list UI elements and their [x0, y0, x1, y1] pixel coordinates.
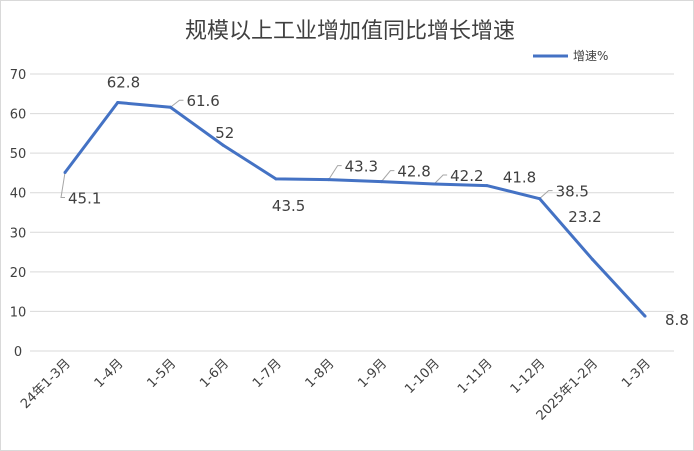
y-tick-label: 50	[10, 147, 27, 162]
data-point	[168, 105, 172, 109]
data-point	[221, 143, 225, 147]
data-point	[63, 171, 67, 175]
data-label: 23.2	[568, 208, 601, 226]
data-label: 42.2	[450, 167, 483, 185]
data-point	[116, 100, 120, 104]
x-tick-label: 1-5月	[144, 356, 179, 391]
x-tick-label: 1-8月	[303, 356, 338, 391]
data-label: 43.3	[345, 158, 378, 176]
label-leader-line	[328, 165, 342, 180]
chart-title: 规模以上工业增加值同比增长增速	[185, 19, 515, 44]
label-leader-line	[380, 170, 395, 182]
label-leader-line	[539, 190, 553, 200]
y-tick-label: 0	[14, 345, 22, 360]
data-point	[485, 184, 489, 188]
data-point	[432, 182, 436, 186]
data-point	[379, 180, 383, 184]
label-leader-line	[170, 99, 184, 108]
x-tick-label: 1-10月	[402, 356, 443, 397]
data-point	[327, 178, 331, 182]
data-label: 41.8	[503, 169, 536, 187]
label-leader-line	[433, 174, 448, 185]
x-tick-label: 24年1-3月	[18, 356, 74, 412]
x-tick-label: 1-3月	[619, 356, 654, 391]
x-tick-label: 1-11月	[455, 356, 496, 397]
data-point	[590, 257, 594, 261]
data-point	[643, 314, 647, 318]
data-label: 42.8	[397, 163, 430, 181]
x-tick-label: 1-9月	[355, 356, 390, 391]
data-label: 43.5	[272, 197, 305, 215]
label-leader-line	[60, 172, 66, 199]
y-tick-label: 60	[10, 108, 27, 123]
data-point	[538, 197, 542, 201]
data-point	[274, 177, 278, 181]
x-tick-label: 1-12月	[508, 356, 549, 397]
y-tick-label: 20	[10, 266, 27, 281]
data-label: 61.6	[186, 92, 219, 110]
data-label: 52	[215, 124, 234, 142]
series-line	[63, 100, 647, 318]
legend: 增速%	[533, 49, 608, 63]
x-tick-label: 1-7月	[250, 356, 285, 391]
x-tick-label: 1-6月	[197, 356, 232, 391]
data-label: 62.8	[107, 73, 140, 91]
x-tick-label: 1-4月	[92, 356, 127, 391]
data-label: 8.8	[665, 311, 689, 329]
legend-label: 增速%	[573, 49, 608, 63]
data-label: 45.1	[68, 190, 101, 208]
data-label: 38.5	[556, 183, 589, 201]
y-tick-label: 30	[10, 226, 27, 241]
y-tick-label: 70	[10, 68, 27, 83]
y-tick-label: 10	[10, 305, 27, 320]
y-tick-label: 40	[10, 187, 27, 202]
